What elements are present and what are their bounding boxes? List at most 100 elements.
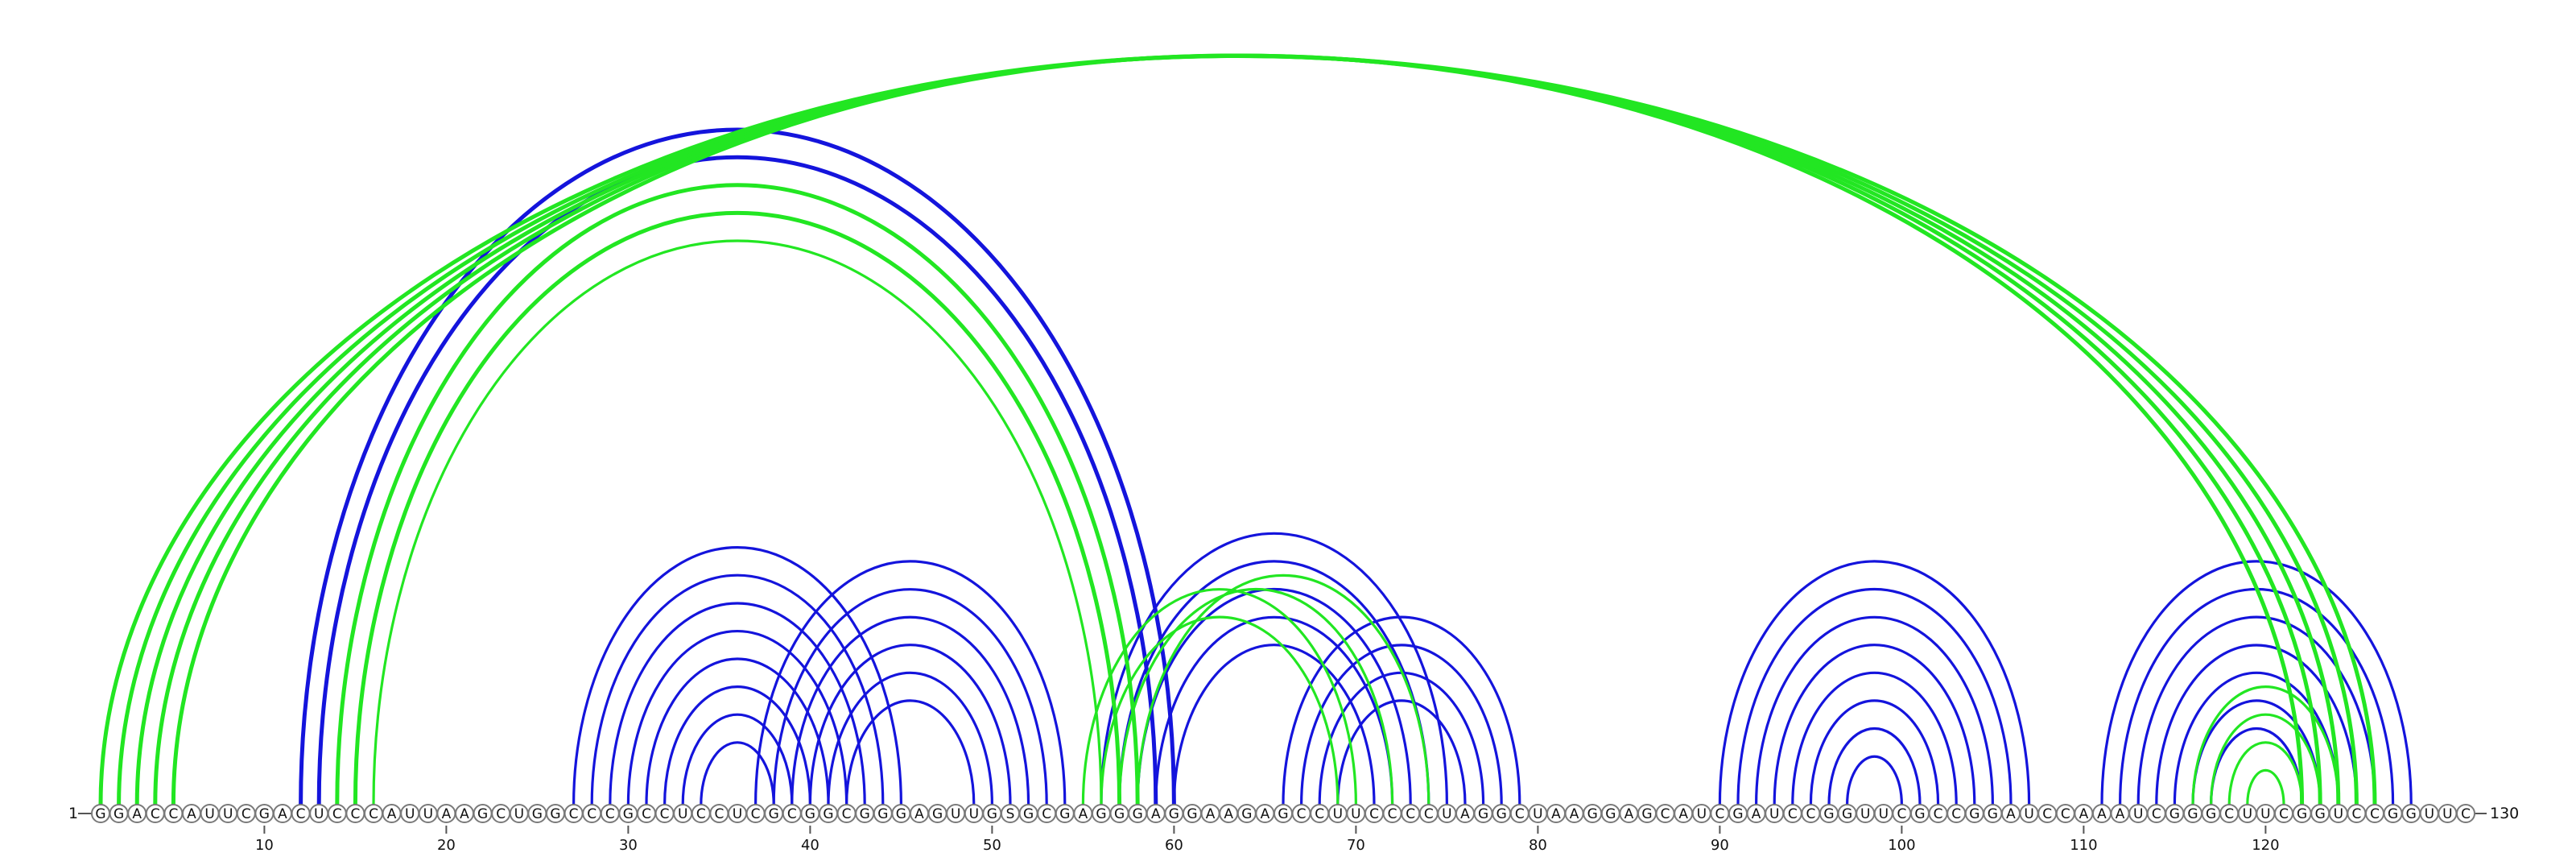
nucleotide-letter: C xyxy=(842,806,852,822)
nucleotide-letter: U xyxy=(2334,806,2343,822)
nucleotide-letter: U xyxy=(2442,806,2452,822)
nucleotide-letter: A xyxy=(2006,806,2016,822)
nucleotide-letter: S xyxy=(1006,806,1015,822)
nucleotide-letter: C xyxy=(1315,806,1324,822)
nucleotide-letter: A xyxy=(1570,806,1579,822)
nucleotide: G xyxy=(1600,804,1620,823)
nucleotide: C xyxy=(2219,804,2240,823)
blue-base-pair-arc xyxy=(845,699,976,805)
nucleotide-letter: C xyxy=(2461,806,2471,822)
nucleotide-letter: G xyxy=(477,806,488,822)
nucleotide-letter: G xyxy=(1969,806,1979,822)
nucleotide-letter: C xyxy=(1934,806,1943,822)
nucleotide: G xyxy=(527,804,547,823)
nucleotide: U xyxy=(2328,804,2348,823)
blue-base-pair-arc xyxy=(2155,644,2358,805)
nucleotide: A xyxy=(382,804,402,823)
nucleotide-letter: C xyxy=(1951,806,1961,822)
nucleotide: C xyxy=(2146,804,2166,823)
nucleotide-letter: U xyxy=(405,806,415,822)
nucleotide: C xyxy=(1782,804,1802,823)
nucleotide: C xyxy=(564,804,584,823)
nucleotide: U xyxy=(2419,804,2439,823)
nucleotide: S xyxy=(1001,804,1020,823)
nucleotide-letter: C xyxy=(1515,806,1525,822)
nucleotide: U xyxy=(2438,804,2458,823)
nucleotide-letter: A xyxy=(387,806,397,822)
blue-base-pair-arc xyxy=(2173,671,2340,805)
nucleotide-letter: A xyxy=(1206,806,1216,822)
nucleotide: G xyxy=(800,804,820,823)
nucleotide: G xyxy=(891,804,911,823)
nucleotide-letter: A xyxy=(1460,806,1470,822)
nucleotide-letter: G xyxy=(2406,806,2417,822)
nucleotide: C xyxy=(1928,804,1948,823)
nucleotide-letter: A xyxy=(1224,806,1233,822)
nucleotide-letter: U xyxy=(2260,806,2270,822)
nucleotide-letter: U xyxy=(1879,806,1889,822)
nucleotide: U xyxy=(418,804,438,823)
nucleotide: G xyxy=(1473,804,1493,823)
nucleotide-letter: C xyxy=(332,806,342,822)
green-base-pair-arc xyxy=(2210,713,2322,805)
nucleotide: U xyxy=(1346,804,1366,823)
nucleotide-letter: A xyxy=(1551,806,1561,822)
blue-base-pair-arc xyxy=(1846,755,1903,805)
nucleotide-letter: C xyxy=(1406,806,1415,822)
nucleotide: U xyxy=(200,804,220,823)
nucleotide-letter: G xyxy=(1732,806,1743,822)
nucleotide-letter: C xyxy=(1897,806,1906,822)
blue-base-pair-arc xyxy=(572,546,902,805)
axis-tick-label: 100 xyxy=(1888,837,1915,854)
nucleotide: U xyxy=(673,804,693,823)
blue-base-pair-arc xyxy=(1336,699,1467,805)
nucleotide: U xyxy=(1528,804,1548,823)
nucleotide-letter: G xyxy=(2187,806,2198,822)
blue-base-pair-arc xyxy=(1100,532,1448,805)
nucleotide: C xyxy=(582,804,602,823)
nucleotide: C xyxy=(327,804,347,823)
green-base-pair-arc xyxy=(1100,615,1340,805)
axis-tick-label: 30 xyxy=(619,837,638,854)
nucleotide: C xyxy=(1310,804,1330,823)
nucleotide-letter: G xyxy=(1278,806,1288,822)
nucleotide-letter: C xyxy=(151,806,160,822)
nucleotide-letter: G xyxy=(2206,806,2216,822)
blue-base-pair-arc xyxy=(2100,560,2413,805)
axis-tick-label: 10 xyxy=(255,837,274,854)
blue-base-pair-arc xyxy=(754,560,1067,805)
nucleotide-letter: A xyxy=(1079,806,1088,822)
nucleotide: G xyxy=(1983,804,2003,823)
nucleotide-letter: C xyxy=(296,806,306,822)
nucleotide-letter: U xyxy=(223,806,233,822)
nucleotide: U xyxy=(1856,804,1876,823)
nucleotide: G xyxy=(1819,804,1839,823)
nucleotide: C xyxy=(491,804,511,823)
nucleotide: U xyxy=(309,804,329,823)
nucleotide-letter: U xyxy=(1860,806,1870,822)
nucleotide-letter: G xyxy=(1641,806,1652,822)
blue-base-pair-arc xyxy=(1827,727,1922,805)
nucleotide-letter: C xyxy=(2224,806,2234,822)
nucleotide: U xyxy=(218,804,238,823)
nucleotide: G xyxy=(1837,804,1857,823)
nucleotide: G xyxy=(1583,804,1603,823)
nucleotide-letter: C xyxy=(2061,806,2070,822)
nucleotide-letter: C xyxy=(1715,806,1724,822)
nucleotide-letter: U xyxy=(951,806,960,822)
blue-base-pair-arc xyxy=(1718,560,2031,805)
nucleotide: U xyxy=(1327,804,1348,823)
axis-tick-label: 20 xyxy=(437,837,456,854)
nucleotide-letter: A xyxy=(1752,806,1761,822)
nucleotide-letter: C xyxy=(605,806,615,822)
green-base-pair-arc xyxy=(171,53,2305,805)
nucleotide-letter: C xyxy=(496,806,506,822)
nucleotide: A xyxy=(273,804,292,823)
nucleotide: C xyxy=(1037,804,1057,823)
nucleotide: A xyxy=(1564,804,1584,823)
nucleotide-letter: U xyxy=(678,806,687,822)
blue-base-pair-arc xyxy=(1773,644,1976,805)
nucleotide: C xyxy=(2365,804,2384,823)
nucleotide-letter: C xyxy=(369,806,378,822)
